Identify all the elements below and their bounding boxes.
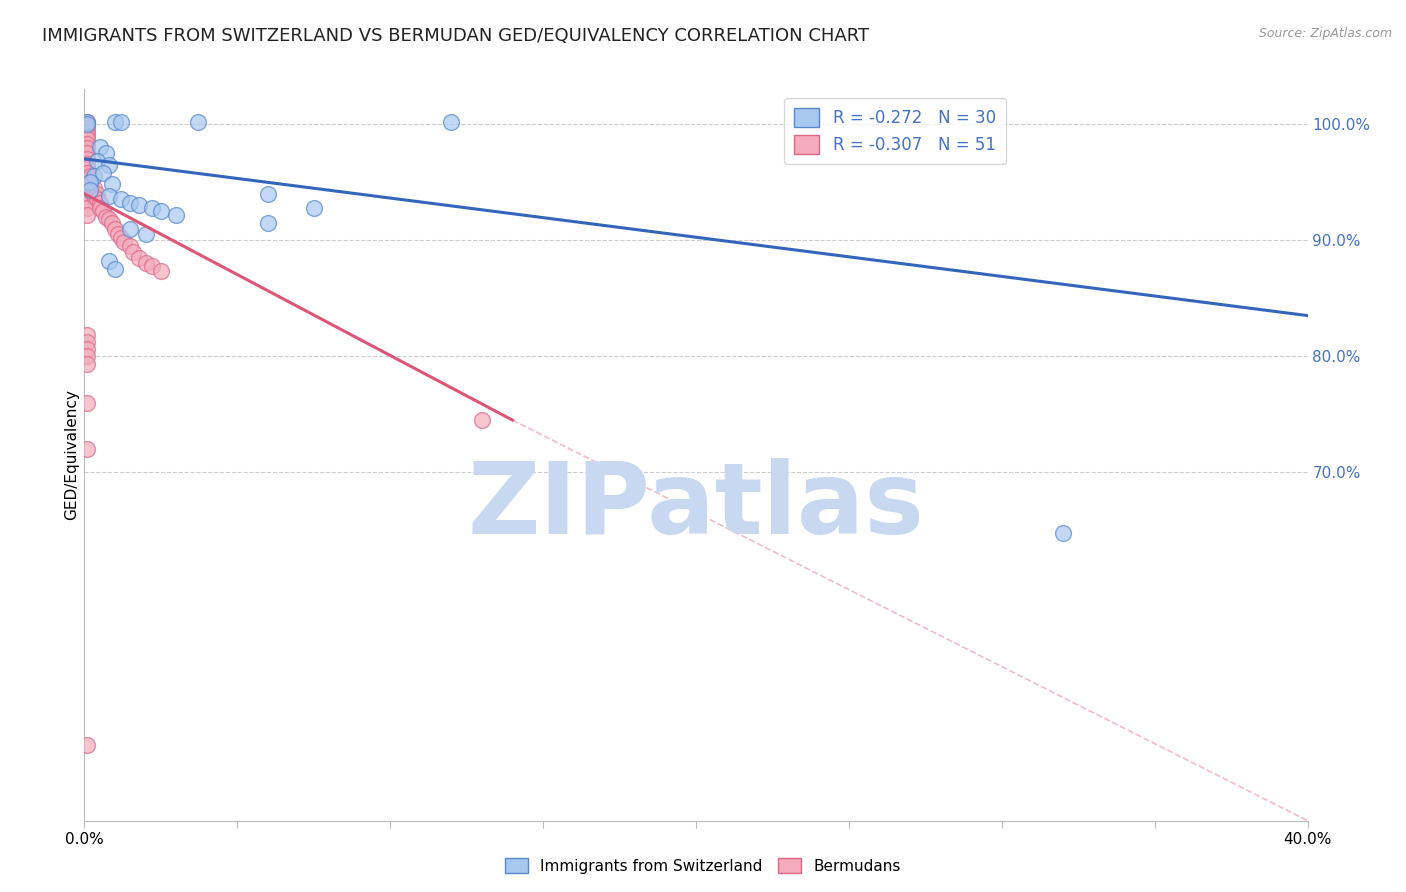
Y-axis label: GED/Equivalency: GED/Equivalency bbox=[63, 390, 79, 520]
Point bbox=[135, 227, 157, 242]
Point bbox=[141, 259, 163, 273]
Point bbox=[110, 193, 132, 207]
Point bbox=[83, 189, 105, 203]
Point bbox=[440, 114, 463, 128]
Point bbox=[257, 216, 280, 230]
Point bbox=[76, 171, 98, 186]
Point bbox=[76, 128, 98, 143]
Text: IMMIGRANTS FROM SWITZERLAND VS BERMUDAN GED/EQUIVALENCY CORRELATION CHART: IMMIGRANTS FROM SWITZERLAND VS BERMUDAN … bbox=[42, 27, 869, 45]
Point bbox=[120, 221, 142, 235]
Legend: Immigrants from Switzerland, Bermudans: Immigrants from Switzerland, Bermudans bbox=[499, 852, 907, 880]
Point bbox=[76, 166, 98, 180]
Point bbox=[76, 161, 98, 176]
Point bbox=[86, 193, 108, 207]
Point bbox=[141, 201, 163, 215]
Point bbox=[76, 738, 98, 752]
Point bbox=[76, 335, 98, 350]
Point bbox=[97, 189, 120, 203]
Point bbox=[107, 227, 129, 242]
Point bbox=[79, 169, 101, 184]
Point bbox=[76, 208, 98, 222]
Point bbox=[120, 196, 142, 211]
Point bbox=[76, 117, 98, 131]
Point bbox=[76, 132, 98, 146]
Point bbox=[83, 169, 105, 184]
Point bbox=[76, 442, 98, 456]
Point bbox=[104, 114, 127, 128]
Point bbox=[97, 212, 120, 227]
Point bbox=[83, 181, 105, 195]
Point bbox=[257, 186, 280, 201]
Point bbox=[1052, 525, 1074, 540]
Point bbox=[76, 349, 98, 363]
Point bbox=[76, 120, 98, 135]
Point bbox=[76, 114, 98, 128]
Point bbox=[89, 201, 111, 215]
Point bbox=[94, 146, 117, 161]
Point bbox=[122, 244, 145, 259]
Point bbox=[79, 178, 101, 192]
Point bbox=[76, 395, 98, 409]
Point bbox=[76, 118, 98, 132]
Point bbox=[89, 140, 111, 154]
Point bbox=[128, 251, 150, 265]
Point bbox=[76, 189, 98, 203]
Point bbox=[97, 254, 120, 268]
Point bbox=[76, 152, 98, 166]
Point bbox=[128, 198, 150, 212]
Point bbox=[149, 264, 172, 278]
Point bbox=[120, 239, 142, 253]
Point bbox=[91, 204, 114, 219]
Point bbox=[104, 262, 127, 277]
Point bbox=[76, 328, 98, 343]
Point bbox=[76, 357, 98, 371]
Text: ZIPatlas: ZIPatlas bbox=[468, 458, 924, 555]
Point bbox=[104, 221, 127, 235]
Point bbox=[91, 166, 114, 180]
Point bbox=[76, 183, 98, 197]
Point bbox=[76, 114, 98, 128]
Point bbox=[94, 210, 117, 224]
Legend: R = -0.272   N = 30, R = -0.307   N = 51: R = -0.272 N = 30, R = -0.307 N = 51 bbox=[785, 97, 1005, 164]
Point bbox=[101, 178, 124, 192]
Point bbox=[76, 125, 98, 139]
Point bbox=[186, 114, 208, 128]
Point bbox=[86, 154, 108, 169]
Point bbox=[86, 186, 108, 201]
Point bbox=[89, 196, 111, 211]
Point bbox=[302, 201, 325, 215]
Point bbox=[110, 114, 132, 128]
Point bbox=[165, 208, 187, 222]
Point bbox=[76, 146, 98, 161]
Point bbox=[79, 175, 101, 189]
Point bbox=[76, 141, 98, 155]
Text: Source: ZipAtlas.com: Source: ZipAtlas.com bbox=[1258, 27, 1392, 40]
Point bbox=[76, 194, 98, 209]
Point bbox=[97, 158, 120, 172]
Point bbox=[112, 235, 135, 250]
Point bbox=[149, 204, 172, 219]
Point bbox=[101, 216, 124, 230]
Point bbox=[76, 136, 98, 151]
Point bbox=[76, 343, 98, 357]
Point bbox=[76, 178, 98, 192]
Point bbox=[79, 183, 101, 197]
Point bbox=[110, 231, 132, 245]
Point bbox=[471, 413, 494, 427]
Point bbox=[76, 201, 98, 215]
Point bbox=[76, 156, 98, 170]
Point bbox=[135, 256, 157, 270]
